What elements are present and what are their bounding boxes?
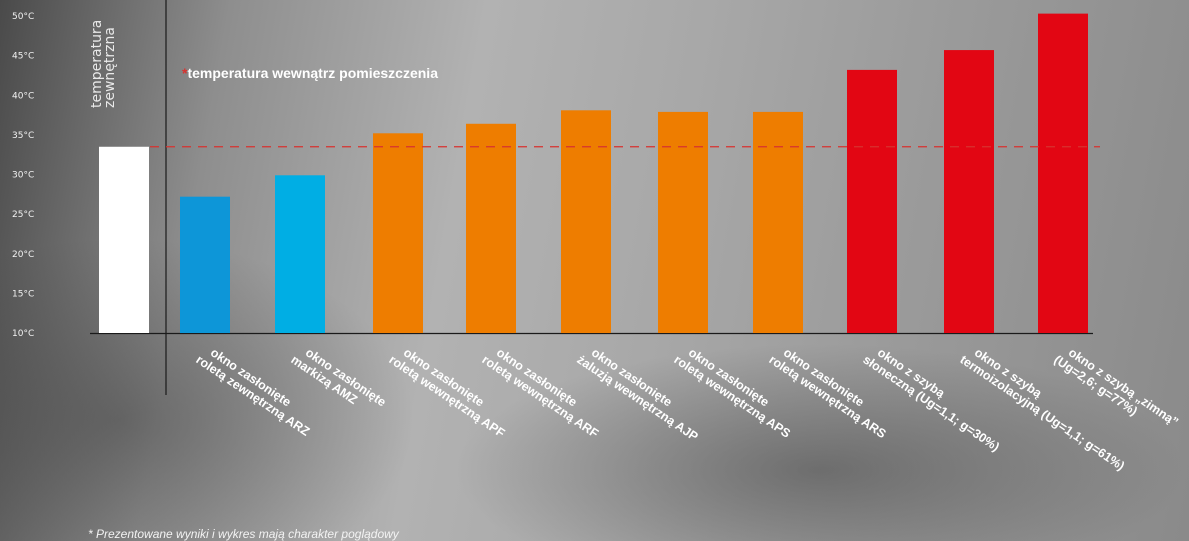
bar (847, 70, 897, 333)
bar (944, 50, 994, 333)
bar (99, 147, 149, 333)
y-tick-label: 10°C (12, 329, 34, 339)
reference-line-text: temperatura wewnątrz pomieszczenia (187, 65, 438, 81)
footnote: * Prezentowane wyniki i wykres mają char… (88, 527, 400, 541)
bar (373, 133, 423, 333)
bar (561, 110, 611, 333)
bars (99, 14, 1088, 333)
bar (1038, 14, 1088, 333)
y-tick-label: 40°C (12, 91, 34, 101)
y-tick-label: 35°C (12, 131, 34, 141)
y-axis-title-line: zewnętrzna (102, 27, 118, 108)
bar (753, 112, 803, 333)
y-tick-label: 45°C (12, 52, 34, 62)
y-tick-label: 20°C (12, 250, 34, 260)
x-tick-label: okno zasłoniętemarkizą AMZ (288, 341, 388, 421)
category-labels: okno zasłonięteroletą zewnętrzną ARZokno… (193, 341, 1180, 473)
reference-line-label: *temperatura wewnątrz pomieszczenia (182, 65, 438, 81)
bar (275, 175, 325, 333)
x-tick-label-line: okno z szybą „zimną” (1066, 345, 1181, 429)
x-tick-label: okno z szybątermoizolacyjną (Ug=1,1; g=6… (957, 341, 1134, 473)
y-tick-label: 30°C (12, 171, 34, 181)
y-tick-label: 25°C (12, 210, 34, 220)
y-tick-label: 50°C (12, 12, 34, 22)
bar (466, 124, 516, 333)
annotation: *temperatura wewnątrz pomieszczenia (182, 65, 438, 81)
bar (180, 197, 230, 333)
y-axis: 50°C 45°C 40°C 35°C 30°C 25°C 20°C 15°C 10°C (12, 0, 1093, 395)
y-axis-title: temperaturazewnętrzna (89, 20, 118, 108)
bar (658, 112, 708, 333)
y-tick-label: 15°C (12, 289, 34, 299)
y-axis-title-text: temperaturazewnętrzna (89, 20, 118, 108)
